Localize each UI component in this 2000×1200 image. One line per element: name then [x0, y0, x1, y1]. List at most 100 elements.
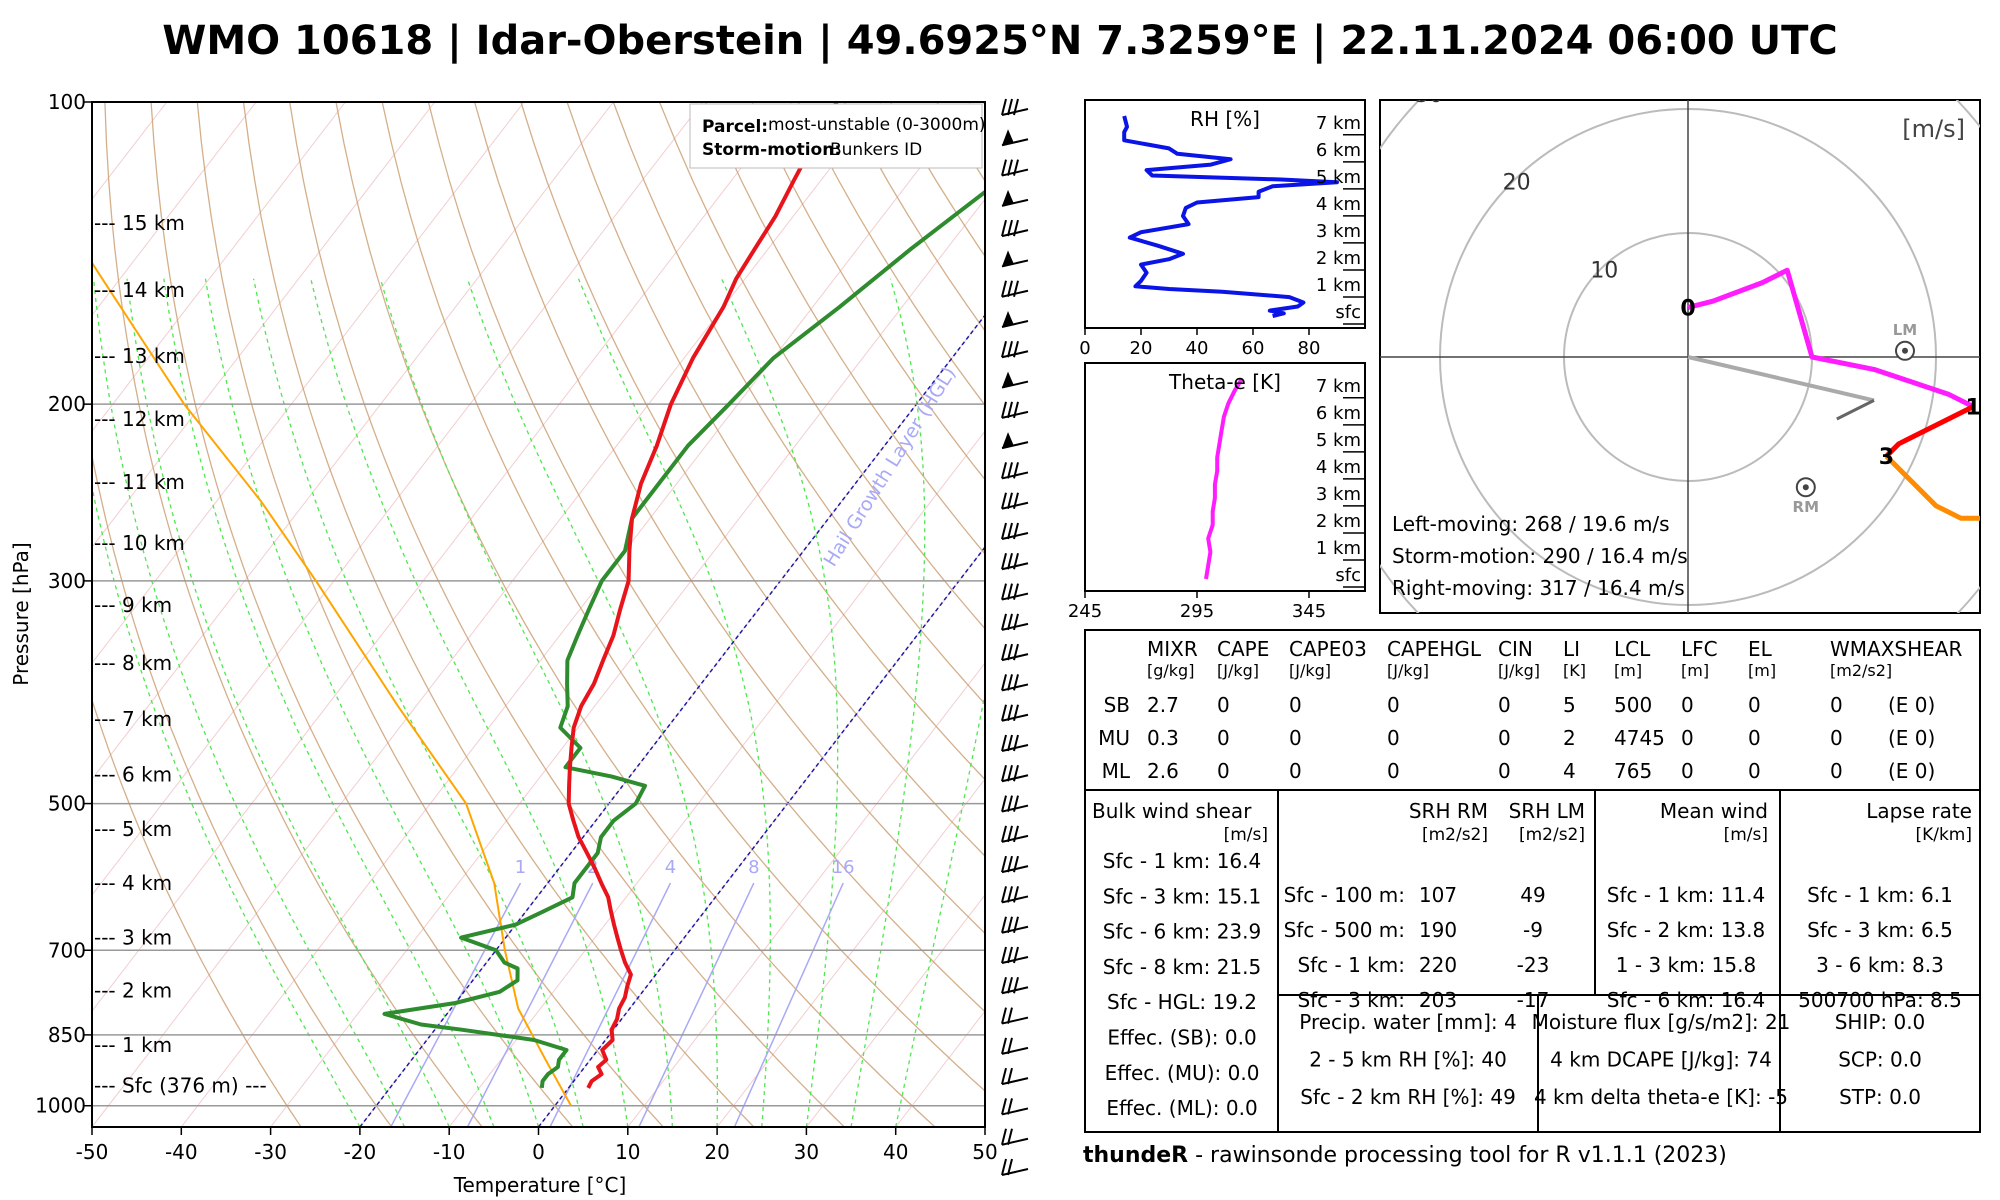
x-tick-label: -10: [433, 1140, 466, 1164]
rh-height-tick: 6 km: [1316, 140, 1361, 161]
indices-cell: (E 0): [1888, 726, 1935, 750]
theta-e-height-tick: 6 km: [1316, 403, 1361, 424]
x-tick-label: 30: [794, 1140, 819, 1164]
indices-unit: [J/kg]: [1498, 661, 1540, 680]
wind-barb: [1001, 462, 1029, 480]
indices-unit: [m]: [1748, 661, 1776, 680]
theta-e-height-tick: 3 km: [1316, 484, 1361, 505]
hodo-ring-label: 10: [1590, 258, 1618, 283]
indices-cell: 765: [1614, 759, 1652, 783]
hodo-ring-label: 20: [1503, 171, 1531, 196]
wind-barb: [1001, 825, 1029, 843]
x-tick-label: 10: [615, 1140, 640, 1164]
indices-cell: 0: [1387, 759, 1400, 783]
mean-wind-row: Sfc - 1 km: 11.4: [1607, 883, 1765, 907]
indices-header: LI: [1563, 637, 1580, 661]
height-label: --- 9 km: [94, 593, 172, 617]
indices-cell: 0: [1498, 726, 1511, 750]
height-label: --- 7 km: [94, 707, 172, 731]
wind-barb: [1001, 886, 1029, 904]
height-label: --- 1 km: [94, 1033, 172, 1057]
theta-e-profile-panel: Theta-e [K] sfc 1 km 2 km 3 km 4 km 5 km 6 km 7…: [1068, 362, 1366, 622]
mixing-ratio-label-4: 4: [665, 857, 676, 878]
parcel-label: Parcel:: [702, 117, 768, 137]
rh-profile-panel: RH [%] sfc 1 km 2 km 3 km 4 km 5 km 6 km 7 km 0 2…: [1079, 99, 1366, 359]
bulk-shear-row: Effec. (MU): 0.0: [1105, 1061, 1260, 1085]
srh-rm-value: 220: [1419, 953, 1457, 977]
moisture-row: Precip. water [mm]: 4: [1299, 1010, 1517, 1034]
indices-cell: 0: [1289, 693, 1302, 717]
rh-height-tick: 7 km: [1316, 113, 1361, 134]
mean-wind-title: Mean wind: [1660, 799, 1768, 823]
hodo-info-left: Left-moving: 268 / 19.6 m/s: [1392, 512, 1670, 536]
height-label: --- 11 km: [94, 470, 185, 494]
skew-t-diagram: 1 2 4 8 16 -50 -40 -30 -20 -10 0 10 20 30 40 501002003…: [9, 90, 1029, 1197]
skew-t-frame: [91, 101, 986, 1128]
theta-e-height-tick: sfc: [1335, 565, 1361, 586]
indices-cell: 2: [1563, 726, 1576, 750]
lapse-rate-row: 3 - 6 km: 8.3: [1816, 953, 1944, 977]
wind-barb: [1001, 734, 1029, 752]
indices-table: MIXR[g/kg]CAPE[J/kg]CAPE03[J/kg]CAPEHGL[…: [1084, 629, 1981, 791]
theta-e-title: Theta-e [K]: [1168, 370, 1281, 394]
hodo-height-label: 0: [1680, 296, 1695, 321]
y-axis-label: Pressure [hPa]: [9, 542, 33, 685]
bulk-shear-row: Sfc - 1 km: 16.4: [1103, 849, 1261, 873]
srh-rm-value: 203: [1419, 988, 1457, 1012]
srh-lm-title: SRH LM: [1509, 799, 1585, 823]
indices-cell: 0: [1217, 693, 1230, 717]
wind-barb: [1001, 1158, 1029, 1176]
indices-row-label: SB: [1104, 693, 1130, 717]
theta-e-height-tick: 1 km: [1316, 538, 1361, 559]
rh-height-tick: 2 km: [1316, 248, 1361, 269]
mixing-ratio-label-16: 16: [832, 857, 855, 878]
hodo-ring-label: 30: [1415, 83, 1443, 108]
hodo-lm-label: LM: [1893, 321, 1918, 339]
rh-x-tick: 0: [1079, 338, 1090, 359]
indices-cell: 0: [1217, 726, 1230, 750]
wind-barb: [1001, 765, 1029, 783]
composite-row: SCP: 0.0: [1838, 1048, 1922, 1072]
srh-rm-unit: [m2/s2]: [1422, 825, 1488, 845]
indices-cell: 2.7: [1147, 693, 1179, 717]
bulk-shear-unit: [m/s]: [1224, 825, 1268, 845]
rh-height-tick: 5 km: [1316, 167, 1361, 188]
srh-lm-value: -9: [1523, 918, 1543, 942]
height-label: --- 4 km: [94, 871, 172, 895]
wind-barb: [1001, 341, 1029, 359]
wind-barb: [1001, 250, 1029, 268]
hodo-height-label: 1: [1966, 396, 1981, 421]
wind-barb: [1001, 432, 1029, 450]
wind-barb: [1001, 159, 1029, 177]
hodo-segment-1: [1884, 404, 1975, 458]
theta-e-x-tick: 295: [1180, 601, 1214, 622]
footer-credit: thundeR - rawinsonde processing tool for…: [1083, 1143, 2000, 1168]
x-tick-label: -40: [165, 1140, 198, 1164]
wind-barb: [1001, 553, 1029, 571]
bulk-shear-row: Effec. (ML): 0.0: [1106, 1096, 1257, 1120]
indices-header: LFC: [1681, 637, 1718, 661]
theta-e-line: [1204, 377, 1244, 580]
indices-cell: 0: [1289, 759, 1302, 783]
indices-cell: 0: [1498, 759, 1511, 783]
theta-e-frame: [1084, 362, 1366, 592]
wind-barb: [1001, 1067, 1029, 1086]
x-axis-label: Temperature [°C]: [453, 1173, 627, 1197]
indices-cell: 0: [1387, 726, 1400, 750]
theta-e-height-tick: 5 km: [1316, 430, 1361, 451]
flux-row: 4 km delta theta-e [K]: -5: [1534, 1085, 1788, 1109]
series-temperature: [566, 102, 839, 1089]
wind-barbs: [1001, 98, 1029, 1176]
hodo-rm-label: RM: [1793, 498, 1819, 516]
indices-header: WMAXSHEAR: [1830, 637, 1962, 661]
mixing-ratio-label-1: 1: [515, 857, 526, 878]
wind-barb: [1001, 1037, 1029, 1055]
indices-row-label: MU: [1098, 726, 1130, 750]
indices-cell: 0: [1830, 693, 1843, 717]
x-tick-label: 0: [532, 1140, 545, 1164]
height-label: --- 12 km: [94, 407, 185, 431]
x-tick-label: -20: [344, 1140, 377, 1164]
theta-e-height-tick: 4 km: [1316, 457, 1361, 478]
indices-cell: 0: [1748, 759, 1761, 783]
